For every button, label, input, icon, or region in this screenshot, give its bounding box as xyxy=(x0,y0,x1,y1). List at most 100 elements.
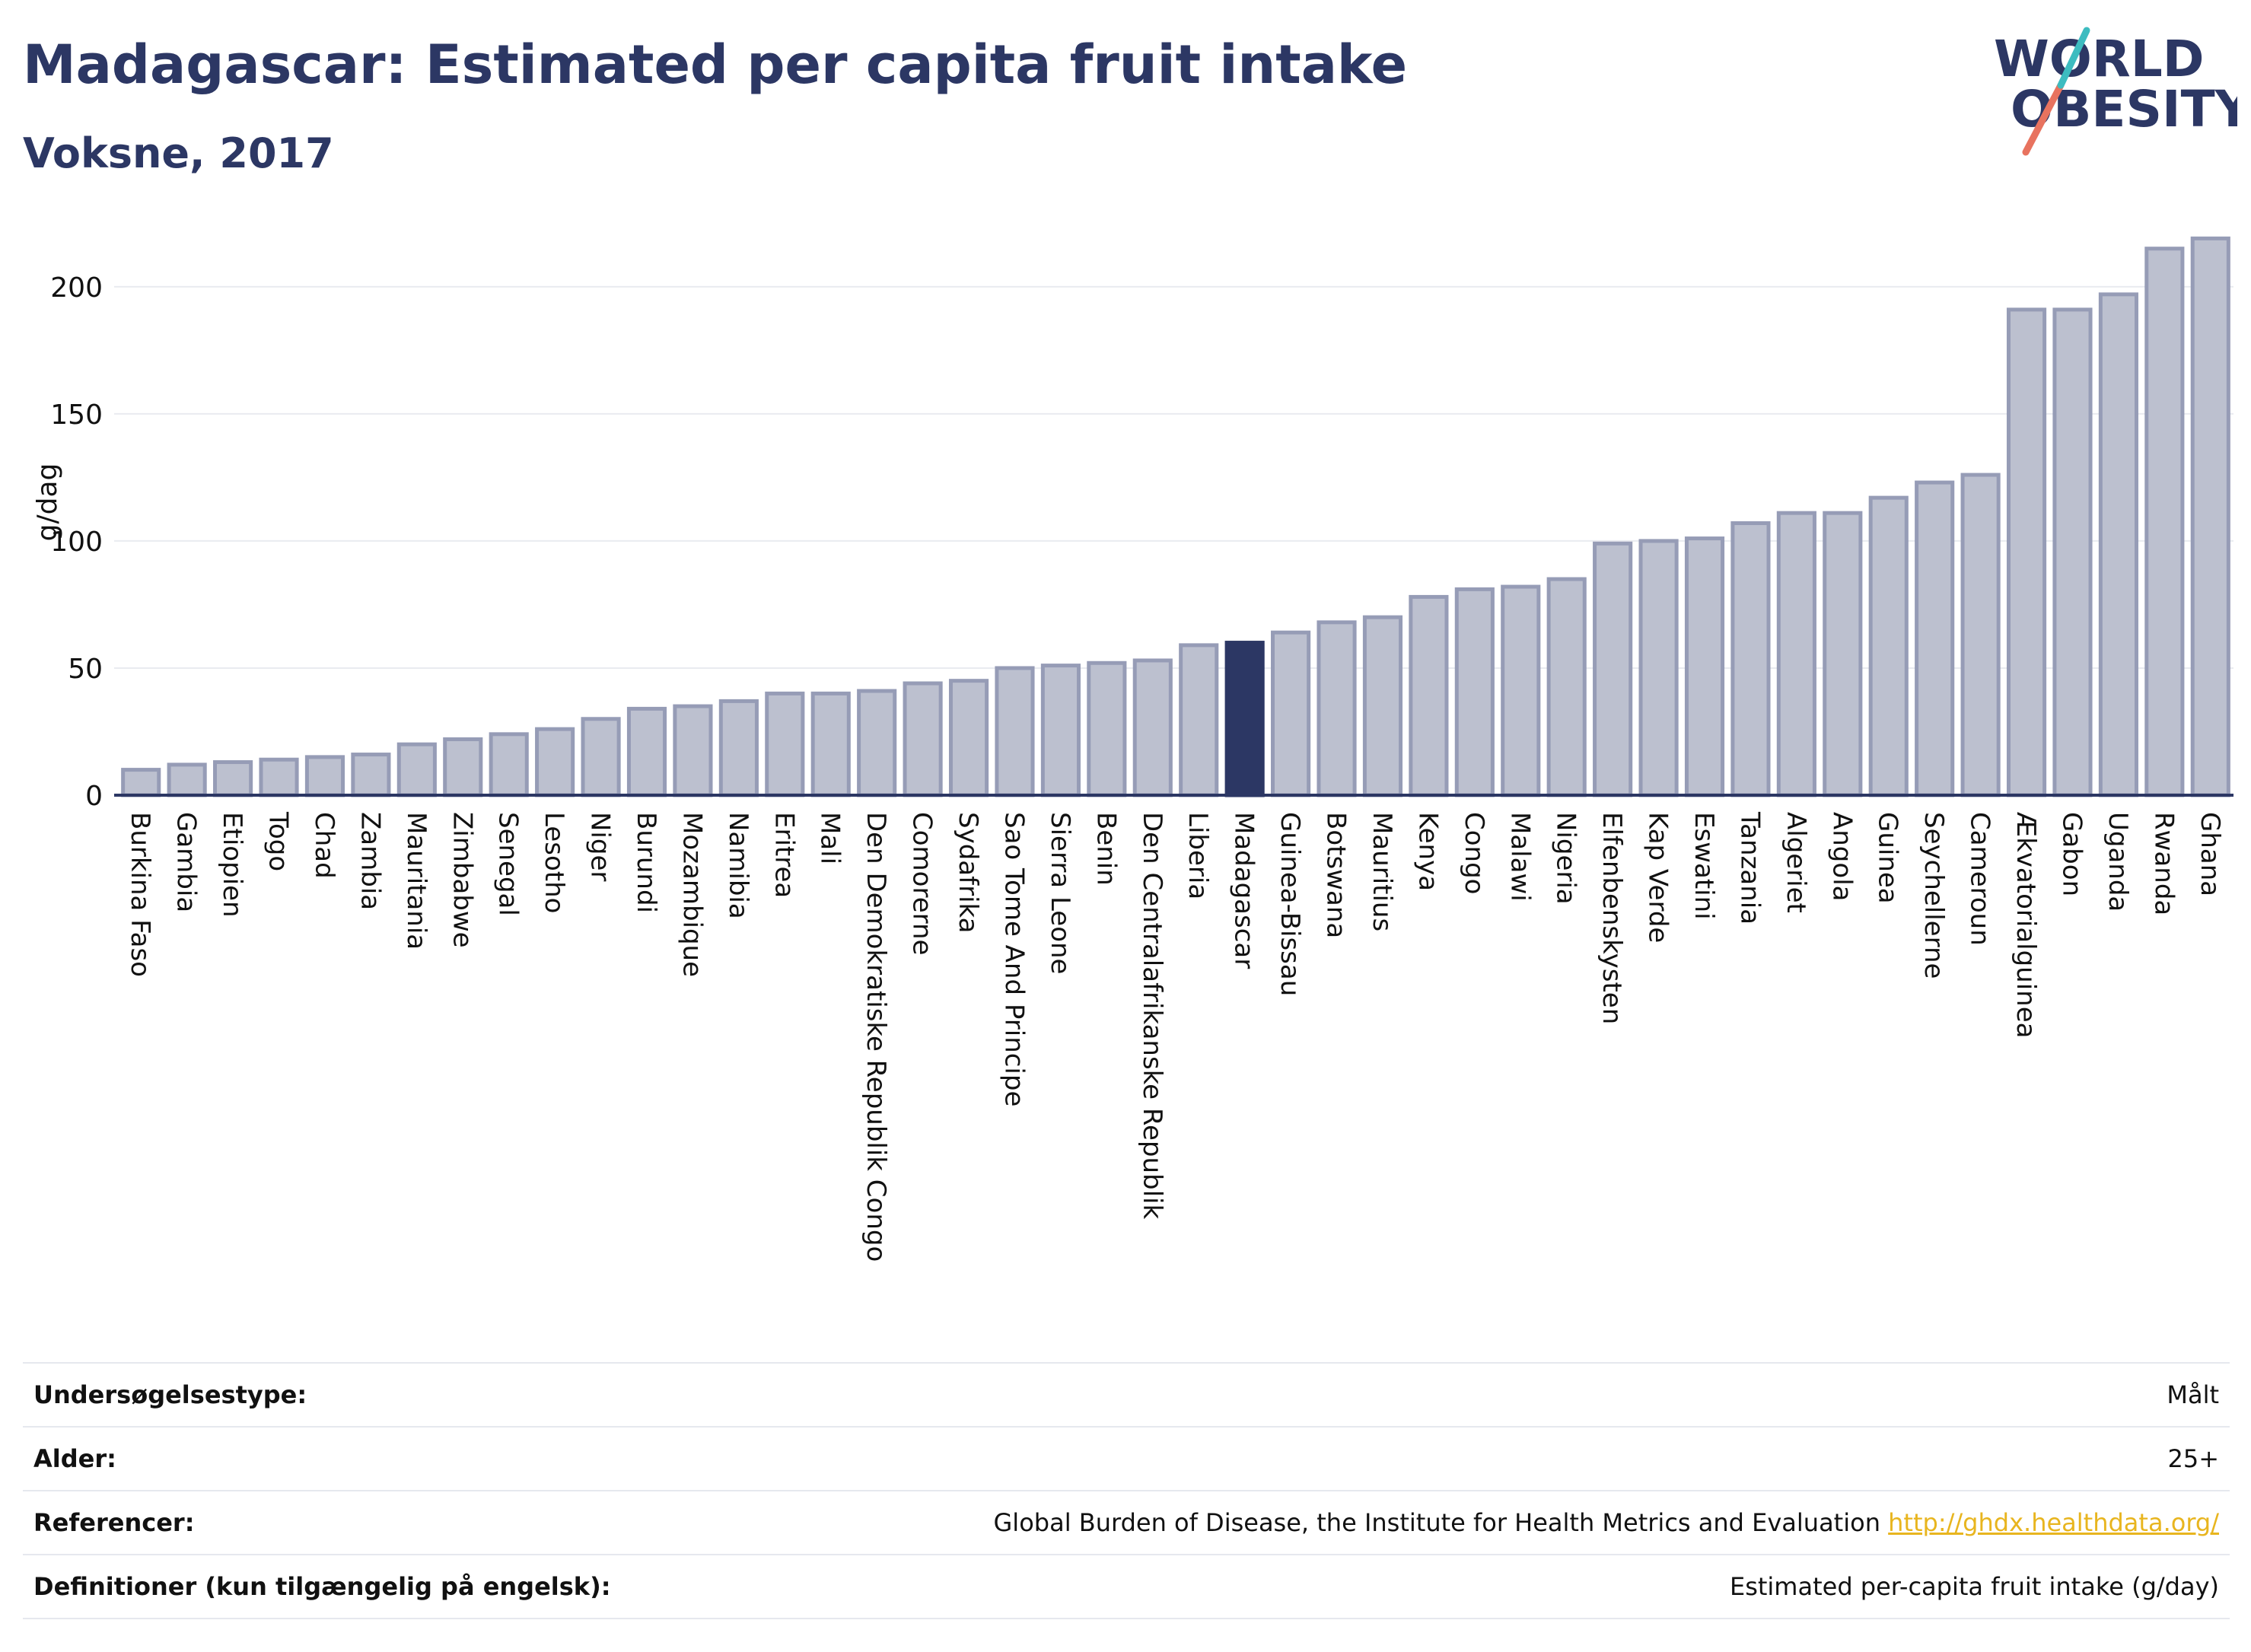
bar-den-centralafrikanske-republik[interactable] xyxy=(1132,658,1173,797)
meta-label: Alder: xyxy=(23,1426,739,1491)
y-tick-label: 100 xyxy=(50,527,103,558)
x-tick-label: Gambia xyxy=(171,812,202,912)
bar-gabon[interactable] xyxy=(2052,307,2093,797)
bar-benin[interactable] xyxy=(1087,660,1127,797)
y-tick-label: 0 xyxy=(85,781,103,812)
bar-congo[interactable] xyxy=(1454,587,1495,797)
bar-ækvatorialguinea[interactable] xyxy=(2006,307,2047,797)
bar-tanzania[interactable] xyxy=(1730,521,1771,797)
bar-madagascar[interactable] xyxy=(1224,641,1265,797)
bar-sierra-leone[interactable] xyxy=(1040,664,1081,797)
x-tick-label: Mauritius xyxy=(1367,812,1397,931)
bar-guinea-bissau[interactable] xyxy=(1271,630,1311,797)
meta-row-references: Referencer: Global Burden of Disease, th… xyxy=(23,1490,2230,1555)
x-tick-label: Liberia xyxy=(1183,812,1213,899)
x-tick-label: Ghana xyxy=(2195,812,2225,896)
bar-namibia[interactable] xyxy=(718,699,759,797)
x-tick-label: Zimbabwe xyxy=(447,812,477,948)
x-tick-label: Namibia xyxy=(723,812,753,919)
x-tick-label: Cameroun xyxy=(1965,812,1995,946)
bar-burkina-faso[interactable] xyxy=(121,768,161,797)
x-tick-label: Zambia xyxy=(355,812,385,910)
bar-malawi[interactable] xyxy=(1501,584,1541,797)
bar-gambia[interactable] xyxy=(167,762,207,797)
x-tick-label: Mauritania xyxy=(401,812,431,950)
y-tick-label: 200 xyxy=(50,272,103,304)
x-tick-label: Rwanda xyxy=(2148,812,2179,915)
bar-den-demokratiske-republik-congo[interactable] xyxy=(857,689,897,797)
bar-chad[interactable] xyxy=(304,755,345,797)
bar-senegal[interactable] xyxy=(489,732,529,797)
x-tick-label: Lesotho xyxy=(539,812,569,913)
bar-uganda[interactable] xyxy=(2098,292,2138,797)
x-tick-label: Eswatini xyxy=(1689,812,1719,920)
bar-zambia[interactable] xyxy=(351,753,391,797)
x-tick-label: Sierra Leone xyxy=(1045,812,1075,974)
x-tick-label: Mozambique xyxy=(677,812,707,977)
y-axis-label: g/dag xyxy=(32,463,63,542)
bar-eritrea[interactable] xyxy=(765,691,805,797)
x-tick-label: Nigeria xyxy=(1551,812,1581,905)
meta-row-age: Alder: 25+ xyxy=(23,1426,2230,1491)
bar-lesotho[interactable] xyxy=(535,727,575,797)
bar-mali[interactable] xyxy=(810,691,851,797)
bar-angola[interactable] xyxy=(1823,511,1863,797)
x-tick-label: Den Centralafrikanske Republik xyxy=(1137,812,1167,1219)
bar-sydafrika[interactable] xyxy=(948,679,989,797)
x-tick-label: Niger xyxy=(585,812,616,881)
bar-nigeria[interactable] xyxy=(1546,577,1587,797)
bar-kap-verde[interactable] xyxy=(1638,539,1679,797)
x-axis-labels: Burkina Faso Gambia Etiopien Togo Chad Zambia… xyxy=(125,811,2225,1262)
metadata-table: Undersøgelsestype: Målt Alder: 25+ Refer… xyxy=(23,1362,2230,1619)
x-tick-label: Burkina Faso xyxy=(125,812,155,977)
bar-togo[interactable] xyxy=(259,757,299,797)
x-tick-label: Den Demokratiske Republik Congo xyxy=(861,812,891,1262)
meta-label: Referencer: xyxy=(23,1490,739,1555)
bar-botswana[interactable] xyxy=(1317,620,1357,797)
meta-value: 25+ xyxy=(738,1426,2230,1491)
logo-text-world: WORLD xyxy=(1994,30,2205,88)
x-tick-label: Kenya xyxy=(1412,812,1443,891)
x-tick-label: Tanzania xyxy=(1734,811,1765,925)
x-tick-label: Etiopien xyxy=(217,812,247,918)
bar-etiopien[interactable] xyxy=(213,760,253,797)
bar-kenya[interactable] xyxy=(1409,594,1449,797)
meta-row-definitions: Definitioner (kun tilgængelig på engelsk… xyxy=(23,1554,2230,1619)
bar-algeriet[interactable] xyxy=(1776,511,1816,797)
bar-niger[interactable] xyxy=(581,717,621,797)
bar-ghana[interactable] xyxy=(2190,236,2230,797)
x-tick-label: Botswana xyxy=(1321,812,1352,938)
reference-link[interactable]: http://ghdx.healthdata.org/ xyxy=(1888,1508,2219,1537)
bar-liberia[interactable] xyxy=(1179,643,1219,797)
x-tick-label: Benin xyxy=(1090,812,1121,886)
bar-seychellerne[interactable] xyxy=(1915,480,1955,797)
bar-burundi[interactable] xyxy=(626,706,667,797)
meta-value: Målt xyxy=(738,1362,2230,1427)
bar-sao-tome-and-principe[interactable] xyxy=(995,666,1035,797)
bar-guinea[interactable] xyxy=(1868,495,1909,797)
x-tick-label: Eritrea xyxy=(769,812,799,898)
x-tick-label: Congo xyxy=(1459,812,1489,894)
world-obesity-logo: WORLD OBESITY xyxy=(1994,27,2237,156)
x-tick-label: Elfenbenskysten xyxy=(1597,812,1627,1024)
x-tick-label: Sao Tome And Principe xyxy=(998,812,1029,1106)
x-tick-label: Madagascar xyxy=(1229,812,1259,969)
bar-mauritius[interactable] xyxy=(1362,615,1403,797)
bar-cameroun[interactable] xyxy=(1960,473,2001,797)
bar-elfenbenskysten[interactable] xyxy=(1593,541,1633,797)
x-tick-label: Togo xyxy=(263,811,294,871)
meta-row-survey-type: Undersøgelsestype: Målt xyxy=(23,1362,2230,1427)
bar-zimbabwe[interactable] xyxy=(443,737,483,797)
x-tick-label: Algeriet xyxy=(1781,812,1811,913)
x-tick-label: Seychellerne xyxy=(1918,812,1949,979)
bar-chart: 0 50 100 150 200 Burkina Faso Gambia Etiopien T… xyxy=(32,236,2233,1262)
bar-mauritania[interactable] xyxy=(396,742,437,797)
bar-eswatini[interactable] xyxy=(1684,536,1725,797)
bar-mozambique[interactable] xyxy=(673,704,713,797)
bar-rwanda[interactable] xyxy=(2144,247,2185,797)
y-axis-ticks: 0 50 100 150 200 xyxy=(50,272,103,812)
x-tick-label: Senegal xyxy=(493,812,524,916)
x-tick-label: Kap Verde xyxy=(1643,812,1673,943)
chart-title: Madagascar: Estimated per capita fruit i… xyxy=(23,33,1408,96)
bar-comorerne[interactable] xyxy=(903,681,943,797)
